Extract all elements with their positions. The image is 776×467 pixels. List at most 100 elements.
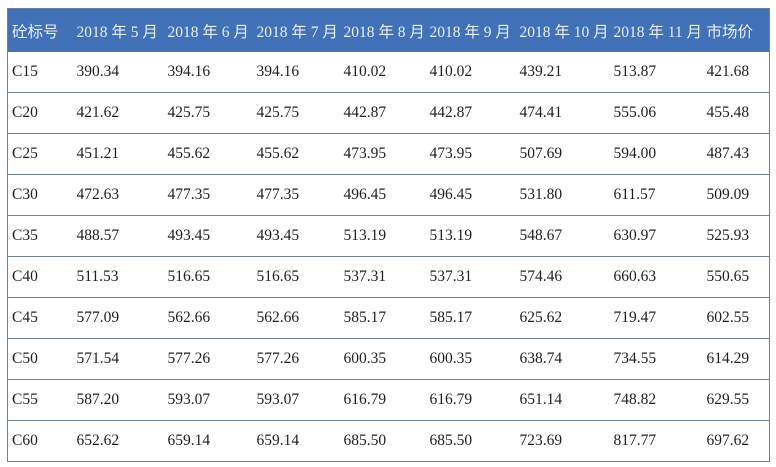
price-cell: 625.62 [515, 297, 610, 339]
price-cell: 659.14 [252, 420, 340, 462]
row-label: C45 [7, 297, 73, 339]
column-header-grade: 砼标号 [7, 8, 73, 52]
price-cell: 600.35 [425, 338, 516, 380]
column-header: 2018 年 5 月 [72, 8, 164, 52]
price-cell: 394.16 [252, 52, 340, 93]
price-cell: 493.45 [252, 215, 340, 257]
price-cell: 574.46 [515, 256, 610, 298]
price-cell: 593.07 [163, 379, 253, 421]
price-cell: 516.65 [252, 256, 340, 298]
price-cell: 611.57 [609, 174, 703, 216]
price-cell: 602.55 [702, 297, 770, 339]
row-label: C30 [7, 174, 73, 216]
price-cell: 425.75 [252, 92, 340, 134]
column-header: 2018 年 9 月 [425, 8, 516, 52]
table-row: C25 451.21 455.62 455.62 473.95 473.95 507.69 5… [7, 133, 770, 175]
price-cell: 513.87 [609, 52, 703, 93]
price-cell: 555.06 [609, 92, 703, 134]
price-cell: 614.29 [702, 338, 770, 380]
price-cell: 562.66 [163, 297, 253, 339]
price-cell: 473.95 [339, 133, 426, 175]
price-cell: 651.14 [515, 379, 610, 421]
row-label: C25 [7, 133, 73, 175]
column-header: 2018 年 6 月 [163, 8, 253, 52]
price-cell: 685.50 [339, 420, 426, 462]
price-cell: 390.34 [72, 52, 164, 93]
price-cell: 587.20 [72, 379, 164, 421]
price-cell: 474.41 [515, 92, 610, 134]
price-cell: 550.65 [702, 256, 770, 298]
price-cell: 439.21 [515, 52, 610, 93]
table-row: C50 571.54 577.26 577.26 600.35 600.35 638.74 7… [7, 338, 770, 380]
row-label: C60 [7, 420, 73, 462]
price-cell: 488.57 [72, 215, 164, 257]
column-header: 2018 年 11 月 [609, 8, 703, 52]
price-cell: 571.54 [72, 338, 164, 380]
price-cell: 472.63 [72, 174, 164, 216]
table-row: C60 652.62 659.14 659.14 685.50 685.50 723.69 8… [7, 420, 770, 462]
column-header: 市场价 [702, 8, 770, 52]
column-header: 2018 年 8 月 [339, 8, 426, 52]
table-header: 砼标号 2018 年 5 月 2018 年 6 月 2018 年 7 月 2018 年 … [7, 8, 770, 52]
price-cell: 442.87 [425, 92, 516, 134]
header-row: 砼标号 2018 年 5 月 2018 年 6 月 2018 年 7 月 2018 年 … [7, 8, 770, 52]
price-cell: 513.19 [339, 215, 426, 257]
price-cell: 507.69 [515, 133, 610, 175]
price-cell: 531.80 [515, 174, 610, 216]
price-cell: 723.69 [515, 420, 610, 462]
price-cell: 548.67 [515, 215, 610, 257]
price-cell: 594.00 [609, 133, 703, 175]
price-cell: 577.09 [72, 297, 164, 339]
table-row: C35 488.57 493.45 493.45 513.19 513.19 548.67 6… [7, 215, 770, 257]
price-cell: 748.82 [609, 379, 703, 421]
price-cell: 577.26 [163, 338, 253, 380]
price-cell: 425.75 [163, 92, 253, 134]
price-cell: 477.35 [163, 174, 253, 216]
price-cell: 562.66 [252, 297, 340, 339]
price-cell: 630.97 [609, 215, 703, 257]
price-cell: 525.93 [702, 215, 770, 257]
price-cell: 511.53 [72, 256, 164, 298]
price-cell: 629.55 [702, 379, 770, 421]
price-cell: 659.14 [163, 420, 253, 462]
price-cell: 410.02 [425, 52, 516, 93]
price-cell: 513.19 [425, 215, 516, 257]
table-row: C20 421.62 425.75 425.75 442.87 442.87 474.41 5… [7, 92, 770, 134]
column-header: 2018 年 7 月 [252, 8, 340, 52]
price-cell: 477.35 [252, 174, 340, 216]
price-cell: 455.48 [702, 92, 770, 134]
price-cell: 493.45 [163, 215, 253, 257]
price-cell: 451.21 [72, 133, 164, 175]
price-cell: 487.43 [702, 133, 770, 175]
price-cell: 734.55 [609, 338, 703, 380]
price-cell: 509.09 [702, 174, 770, 216]
price-cell: 719.47 [609, 297, 703, 339]
price-cell: 585.17 [425, 297, 516, 339]
table-row: C45 577.09 562.66 562.66 585.17 585.17 625.62 7… [7, 297, 770, 339]
price-cell: 660.63 [609, 256, 703, 298]
price-cell: 577.26 [252, 338, 340, 380]
price-cell: 616.79 [339, 379, 426, 421]
table-body: C15 390.34 394.16 394.16 410.02 410.02 439.21 5… [7, 52, 770, 462]
row-label: C55 [7, 379, 73, 421]
row-label: C15 [7, 52, 73, 93]
price-cell: 537.31 [425, 256, 516, 298]
price-cell: 537.31 [339, 256, 426, 298]
price-cell: 473.95 [425, 133, 516, 175]
price-cell: 421.68 [702, 52, 770, 93]
price-cell: 593.07 [252, 379, 340, 421]
price-cell: 442.87 [339, 92, 426, 134]
price-cell: 496.45 [425, 174, 516, 216]
price-cell: 394.16 [163, 52, 253, 93]
table-row: C40 511.53 516.65 516.65 537.31 537.31 574.46 6… [7, 256, 770, 298]
price-cell: 652.62 [72, 420, 164, 462]
concrete-price-table: 砼标号 2018 年 5 月 2018 年 6 月 2018 年 7 月 2018 年 … [7, 8, 770, 462]
price-cell: 516.65 [163, 256, 253, 298]
price-cell: 496.45 [339, 174, 426, 216]
price-cell: 455.62 [163, 133, 253, 175]
price-cell: 455.62 [252, 133, 340, 175]
price-cell: 697.62 [702, 420, 770, 462]
column-header: 2018 年 10 月 [515, 8, 610, 52]
row-label: C50 [7, 338, 73, 380]
